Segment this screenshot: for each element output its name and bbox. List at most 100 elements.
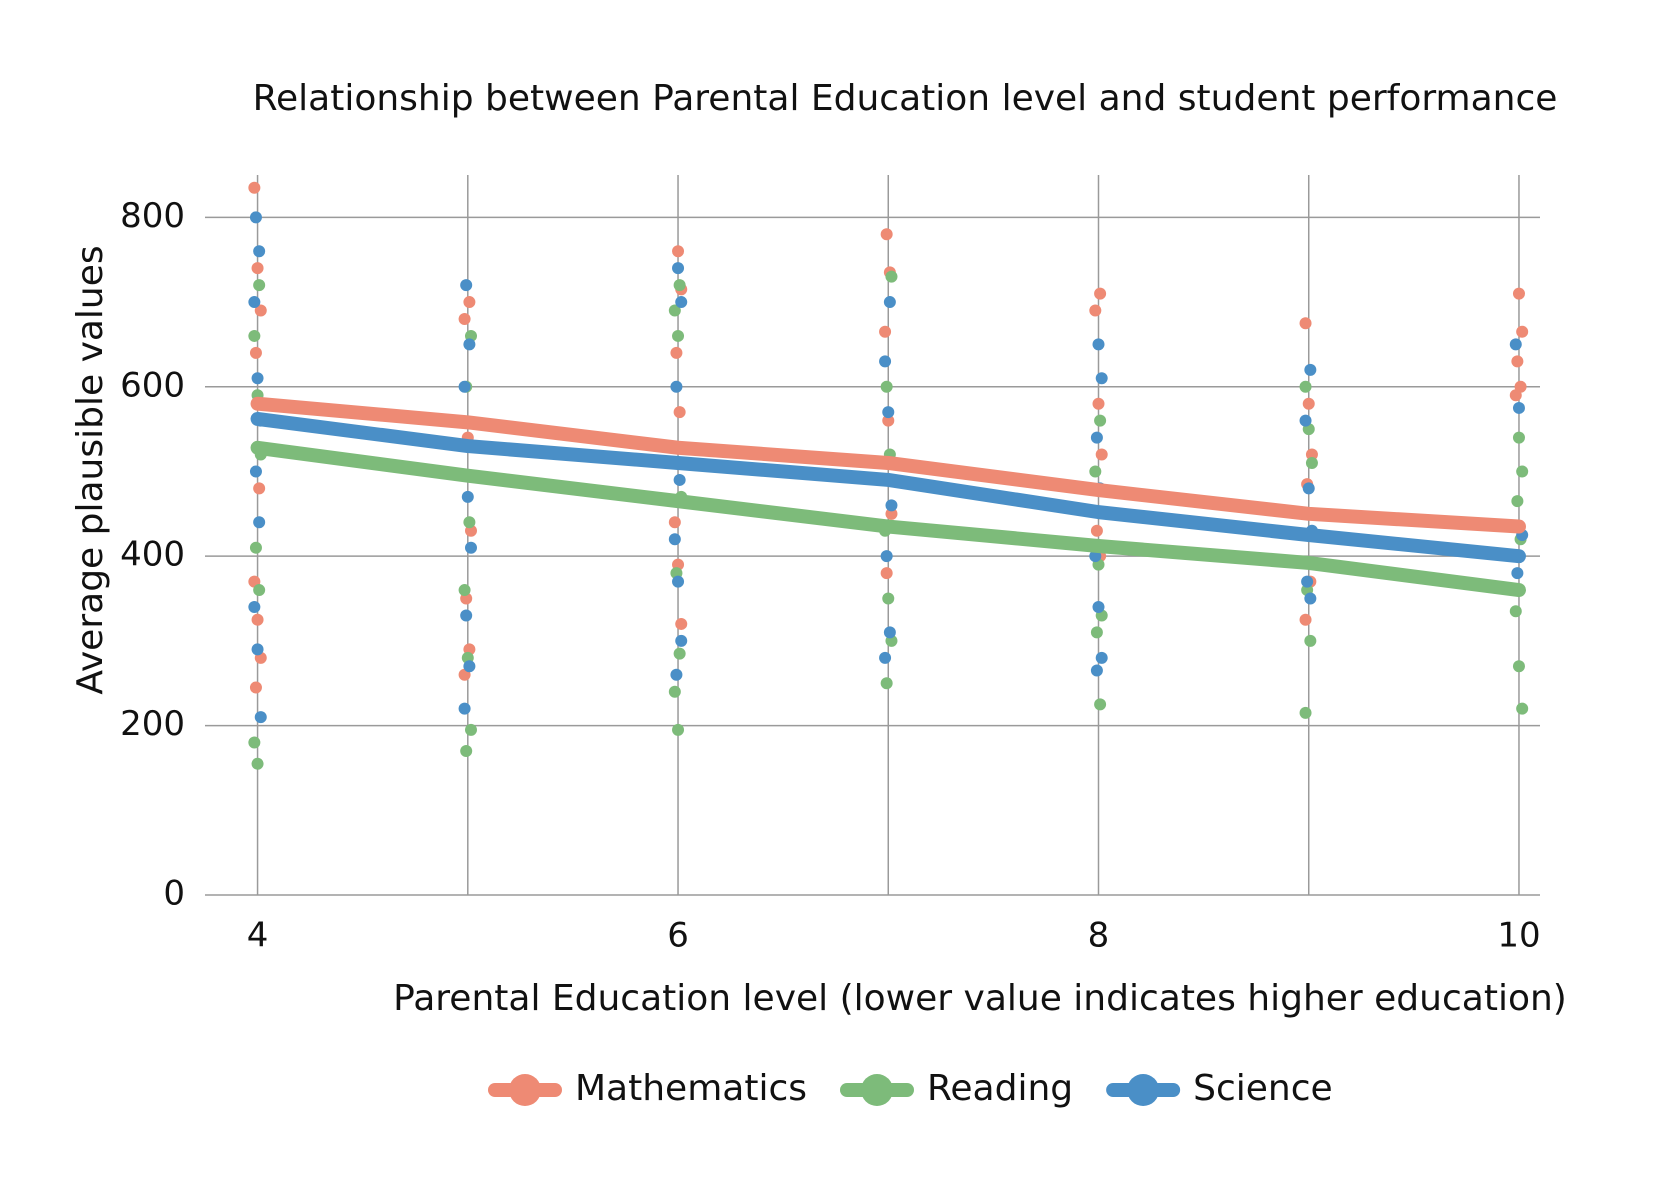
point	[1511, 495, 1524, 508]
chart-title: Relationship between Parental Education …	[253, 78, 1558, 119]
y-tick-label: 0	[163, 874, 185, 914]
point	[672, 262, 685, 275]
point	[668, 304, 681, 317]
point	[1512, 401, 1525, 414]
point	[458, 702, 471, 715]
point	[1090, 431, 1103, 444]
point	[879, 651, 892, 664]
point	[1509, 605, 1522, 618]
point	[670, 668, 683, 681]
legend-swatch	[509, 1074, 541, 1106]
point	[882, 406, 895, 419]
point	[1095, 372, 1108, 385]
point	[248, 736, 261, 749]
point	[1092, 601, 1105, 613]
y-tick-label: 600	[120, 365, 185, 405]
point	[463, 338, 476, 351]
point	[458, 313, 471, 325]
point	[675, 617, 688, 630]
point	[673, 647, 686, 660]
trend-line	[250, 411, 1526, 564]
x-tick-label: 10	[1497, 916, 1540, 956]
point	[251, 262, 264, 275]
point	[254, 304, 267, 317]
point	[460, 745, 473, 757]
point	[1095, 448, 1108, 461]
point	[254, 711, 267, 724]
y-tick-label: 200	[120, 704, 185, 744]
point	[1092, 397, 1105, 410]
point	[882, 592, 895, 605]
point	[1299, 706, 1312, 719]
x-axis-label: Parental Education level (lower value in…	[393, 978, 1567, 1019]
point	[1090, 626, 1103, 639]
point	[1302, 482, 1315, 495]
point	[464, 541, 477, 554]
point	[463, 296, 476, 309]
point	[463, 660, 476, 673]
point	[253, 516, 266, 529]
point	[672, 245, 685, 258]
x-tick-label: 8	[1088, 916, 1110, 956]
point	[1089, 304, 1102, 317]
point	[675, 296, 688, 309]
point	[1512, 287, 1525, 300]
y-tick-label: 400	[120, 535, 185, 575]
point	[463, 516, 476, 529]
point	[1512, 660, 1525, 673]
point	[248, 329, 261, 342]
point	[1516, 702, 1529, 715]
point	[253, 279, 266, 292]
point	[879, 355, 892, 368]
point	[885, 270, 898, 283]
point	[880, 567, 893, 580]
point	[249, 681, 262, 694]
legend-label: Reading	[927, 1068, 1073, 1109]
point	[251, 372, 264, 385]
point	[1305, 448, 1318, 461]
point	[1299, 380, 1312, 393]
legend-swatch	[861, 1074, 893, 1106]
point	[1305, 457, 1318, 469]
point	[1094, 287, 1107, 300]
point	[668, 533, 681, 546]
point	[248, 601, 261, 613]
point	[253, 584, 266, 597]
point	[248, 181, 261, 194]
point	[249, 211, 262, 224]
point	[1512, 431, 1525, 444]
y-tick-label: 800	[120, 196, 185, 236]
point	[1509, 389, 1522, 402]
point	[668, 516, 681, 529]
legend-swatch	[1127, 1074, 1160, 1106]
point	[458, 380, 471, 393]
point	[461, 490, 474, 503]
point	[670, 380, 683, 393]
point	[673, 279, 686, 292]
point	[1511, 567, 1524, 580]
point	[1299, 613, 1312, 626]
point	[1095, 651, 1108, 664]
trend-line	[250, 440, 1526, 598]
point	[1301, 575, 1314, 588]
point	[672, 329, 685, 342]
point	[1092, 338, 1105, 351]
point	[882, 414, 895, 427]
point	[458, 584, 471, 597]
point	[1509, 338, 1522, 351]
point	[1516, 325, 1529, 338]
trend-line	[250, 396, 1526, 534]
point	[460, 279, 473, 292]
point	[1299, 414, 1312, 427]
point	[883, 626, 896, 639]
point	[253, 245, 266, 258]
point	[251, 613, 264, 626]
point	[460, 609, 473, 622]
point	[1304, 363, 1317, 376]
point	[1299, 317, 1312, 330]
point	[251, 757, 264, 770]
point	[879, 325, 892, 338]
point	[1094, 698, 1107, 711]
point	[675, 634, 688, 647]
